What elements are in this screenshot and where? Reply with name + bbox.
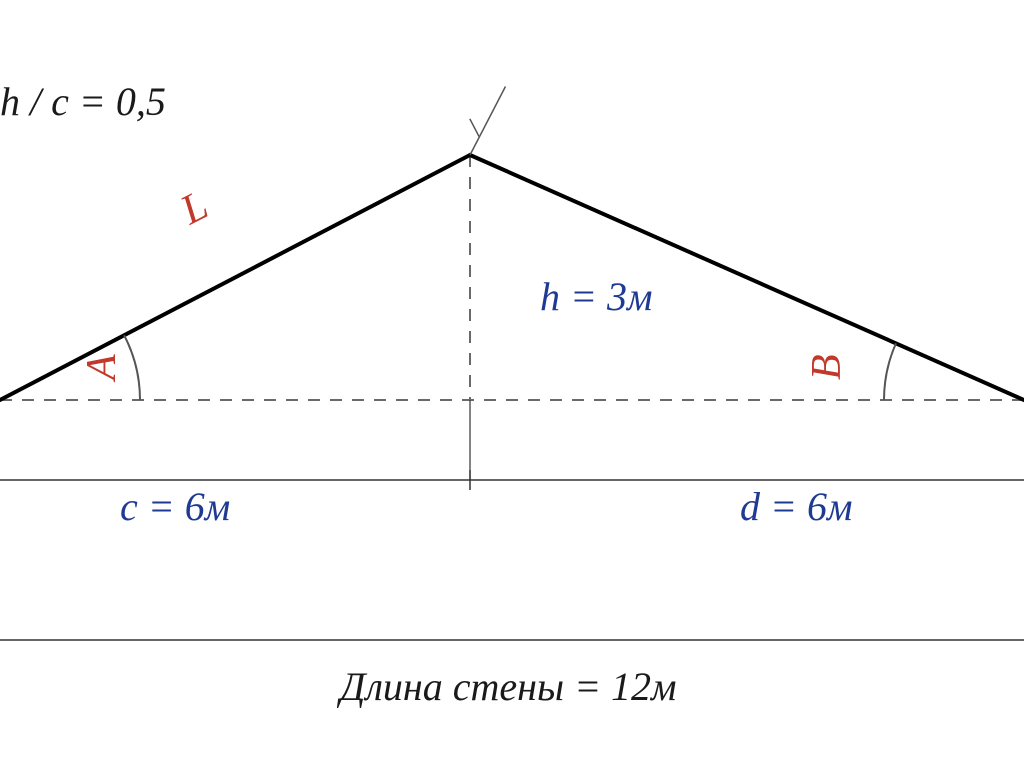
half-c-label: c = 6м — [120, 484, 230, 529]
formula-label: h / c = 0,5 — [0, 79, 166, 124]
height-label: h = 3м — [540, 274, 653, 319]
wall-length-label: Длина стены = 12м — [336, 664, 677, 709]
angle-b-label: B — [804, 354, 850, 380]
half-d-label: d = 6м — [740, 484, 853, 529]
angle-a-label: A — [79, 354, 125, 383]
